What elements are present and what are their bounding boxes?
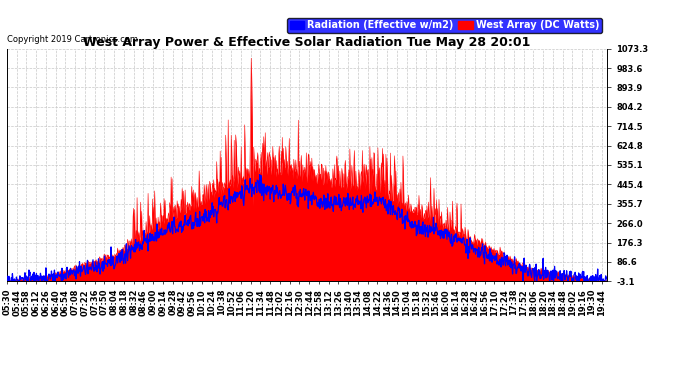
Text: Copyright 2019 Cartronics.com: Copyright 2019 Cartronics.com xyxy=(7,35,138,44)
Title: West Array Power & Effective Solar Radiation Tue May 28 20:01: West Array Power & Effective Solar Radia… xyxy=(83,36,531,49)
Legend: Radiation (Effective w/m2), West Array (DC Watts): Radiation (Effective w/m2), West Array (… xyxy=(287,18,602,33)
